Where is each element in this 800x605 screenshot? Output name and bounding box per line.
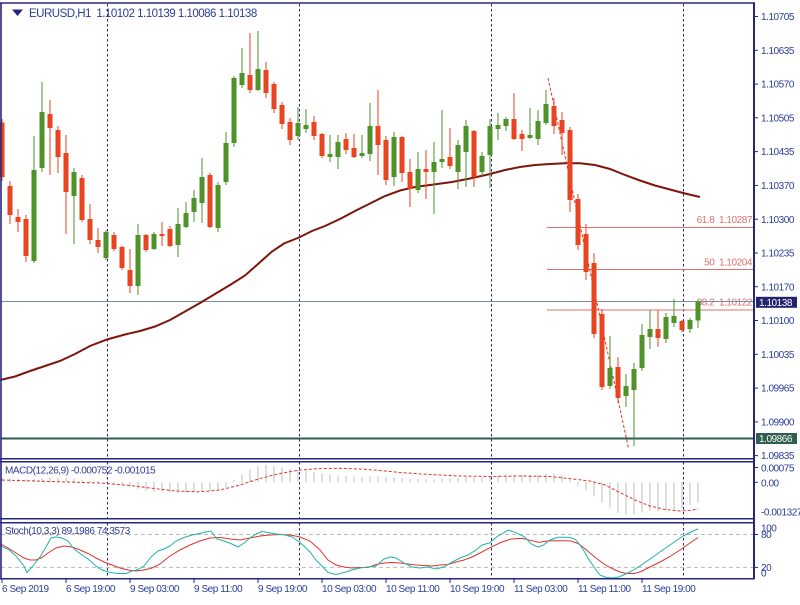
svg-text:9 Sep 19:00: 9 Sep 19:00	[258, 584, 308, 595]
svg-text:11 Sep 19:00: 11 Sep 19:00	[642, 584, 696, 595]
svg-text:0.00: 0.00	[761, 478, 780, 489]
svg-text:1.09965: 1.09965	[761, 384, 795, 395]
svg-text:0: 0	[761, 569, 767, 580]
svg-text:20: 20	[761, 563, 772, 574]
svg-text:Stoch(10,3,3) 89.1986 74.3573: Stoch(10,3,3) 89.1986 74.3573	[5, 526, 131, 537]
svg-text:38.2 1.10122: 38.2 1.10122	[697, 298, 753, 309]
svg-text:11 Sep 11:00: 11 Sep 11:00	[578, 584, 632, 595]
svg-text:1.09835: 1.09835	[761, 451, 795, 462]
svg-text:1.10235: 1.10235	[761, 249, 795, 260]
svg-text:80: 80	[761, 530, 772, 541]
svg-text:-0.001327: -0.001327	[761, 508, 800, 519]
svg-text:1.10705: 1.10705	[761, 12, 795, 23]
svg-text:10 Sep 11:00: 10 Sep 11:00	[386, 584, 440, 595]
svg-text:6 Sep 19:00: 6 Sep 19:00	[66, 584, 116, 595]
svg-text:1.10435: 1.10435	[761, 147, 795, 158]
svg-text:10 Sep 03:00: 10 Sep 03:00	[322, 584, 377, 595]
svg-text:1.10370: 1.10370	[761, 181, 795, 192]
svg-text:50 1.10204: 50 1.10204	[704, 258, 753, 269]
svg-text:1.09866: 1.09866	[759, 434, 793, 445]
svg-text:1.10138: 1.10138	[759, 298, 793, 309]
svg-text:61.8 1.10287: 61.8 1.10287	[697, 215, 753, 226]
svg-text:9 Sep 03:00: 9 Sep 03:00	[130, 584, 180, 595]
svg-text:1.10035: 1.10035	[761, 350, 795, 361]
svg-text:100: 100	[761, 524, 777, 535]
svg-text:1.10170: 1.10170	[761, 282, 795, 293]
svg-text:1.10635: 1.10635	[761, 46, 795, 57]
svg-text:1.10300: 1.10300	[761, 215, 795, 226]
svg-text:0.00075: 0.00075	[761, 464, 795, 475]
svg-text:9 Sep 11:00: 9 Sep 11:00	[194, 584, 243, 595]
svg-text:6 Sep 2019: 6 Sep 2019	[2, 584, 50, 595]
svg-text:10 Sep 19:00: 10 Sep 19:00	[450, 584, 505, 595]
svg-text:1.10505: 1.10505	[761, 113, 795, 124]
svg-text:1.10570: 1.10570	[761, 80, 795, 91]
svg-text:1.09900: 1.09900	[761, 418, 795, 429]
svg-text:1.10100: 1.10100	[761, 316, 795, 327]
svg-text:11 Sep 03:00: 11 Sep 03:00	[514, 584, 568, 595]
svg-text:MACD(12,26,9) -0.000752 -0.001: MACD(12,26,9) -0.000752 -0.001015	[5, 466, 156, 477]
svg-text:EURUSD,H1 1.10102 1.10139 1.1: EURUSD,H1 1.10102 1.10139 1.10086 1.1013…	[29, 8, 257, 20]
